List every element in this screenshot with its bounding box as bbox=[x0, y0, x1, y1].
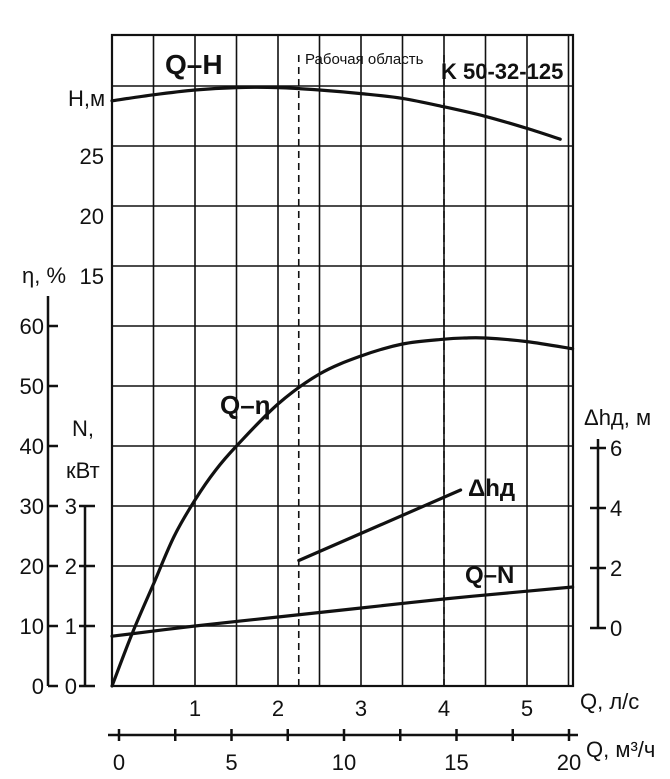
efficiency-tick-label: 40 bbox=[20, 434, 44, 459]
efficiency-tick-label: 10 bbox=[20, 614, 44, 639]
npsh-tick-label: 2 bbox=[610, 556, 622, 581]
efficiency-tick-label: 20 bbox=[20, 554, 44, 579]
power-tick-label: 3 bbox=[65, 494, 77, 519]
power-axis-title-line2: кВт bbox=[66, 458, 100, 483]
chart-curves bbox=[110, 85, 575, 688]
power-tick-label: 0 bbox=[65, 674, 77, 699]
curve-q-eta bbox=[110, 336, 575, 688]
q-m3h-tick-label: 0 bbox=[113, 750, 125, 775]
q-ls-axis-title: Q, л/с bbox=[580, 689, 639, 714]
series-label-qn: Q–N bbox=[465, 562, 514, 589]
head-tick-label: 25 bbox=[80, 144, 104, 169]
working-range bbox=[297, 55, 445, 686]
plot-frame bbox=[110, 33, 575, 688]
series-label-qeta: Q–η bbox=[220, 390, 271, 420]
efficiency-axis-title: η, % bbox=[22, 263, 66, 288]
efficiency-tick-label: 0 bbox=[32, 674, 44, 699]
q-m3h-tick-label: 15 bbox=[444, 750, 468, 775]
efficiency-tick-label: 60 bbox=[20, 314, 44, 339]
head-tick-label: 20 bbox=[80, 204, 104, 229]
q-ls-tick-label: 2 bbox=[272, 696, 284, 721]
npsh-tick-label: 0 bbox=[610, 616, 622, 641]
npsh-tick-label: 6 bbox=[610, 436, 622, 461]
power-tick-label: 1 bbox=[65, 614, 77, 639]
head-tick-label: 15 bbox=[80, 264, 104, 289]
power-axis-title-line1: N, bbox=[72, 416, 94, 441]
head-axis-title: H,м bbox=[68, 86, 105, 111]
npsh-axis-title: Δhд, м bbox=[584, 405, 651, 430]
chart-title: K 50-32-125 bbox=[441, 59, 563, 84]
series-label-qh: Q–H bbox=[165, 49, 223, 80]
q-m3h-tick-label: 5 bbox=[225, 750, 237, 775]
q-ls-tick-label: 4 bbox=[438, 696, 450, 721]
efficiency-tick-label: 50 bbox=[20, 374, 44, 399]
npsh-tick-label: 4 bbox=[610, 496, 622, 521]
q-m3h-axis-title: Q, м³/ч bbox=[586, 737, 655, 762]
q-ls-tick-label: 5 bbox=[521, 696, 533, 721]
working-range-label: Рабочая область bbox=[305, 51, 424, 68]
curve-npsh bbox=[297, 488, 463, 563]
curve-q-h bbox=[110, 85, 562, 141]
q-m3h-tick-label: 20 bbox=[557, 750, 581, 775]
q-m3h-tick-label: 10 bbox=[332, 750, 356, 775]
q-ls-tick-label: 3 bbox=[355, 696, 367, 721]
chart-axes bbox=[46, 296, 606, 741]
power-tick-label: 2 bbox=[65, 554, 77, 579]
series-label-npsh: Δhд bbox=[468, 475, 515, 502]
q-ls-tick-label: 1 bbox=[189, 696, 201, 721]
efficiency-tick-label: 30 bbox=[20, 494, 44, 519]
curve-q-n bbox=[110, 585, 575, 638]
